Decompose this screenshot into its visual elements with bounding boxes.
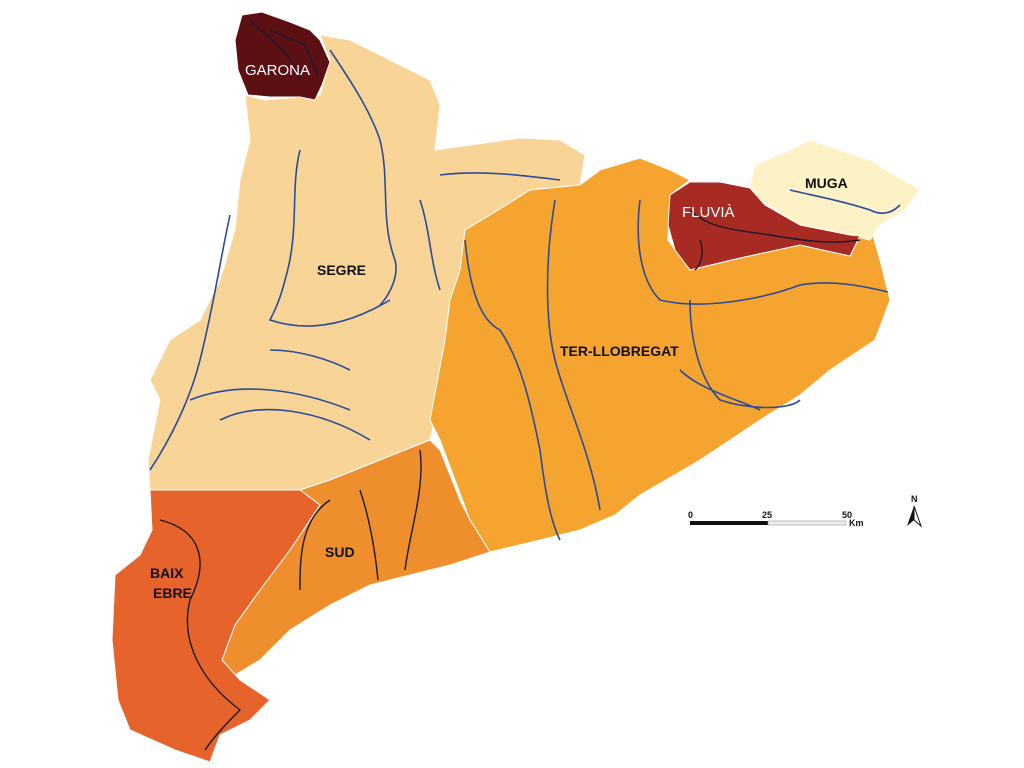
region-muga[interactable]	[749, 139, 921, 241]
scale-unit: Km	[849, 518, 864, 528]
region-baix-ebre[interactable]	[111, 489, 321, 763]
scale-tick-0: 0	[688, 510, 693, 520]
north-label: N	[911, 494, 918, 504]
scale-bar: 0 25 50 Km	[688, 510, 864, 528]
region-garona[interactable]	[234, 11, 331, 101]
scale-bar-empty	[767, 520, 847, 526]
scale-tick-25: 25	[762, 510, 772, 520]
label-muga: MUGA	[805, 175, 848, 191]
label-baix-ebre-line2: EBRE	[153, 585, 192, 601]
label-fluvia: FLUVIÀ	[682, 204, 735, 221]
north-arrow-icon: N	[907, 494, 923, 528]
scale-tick-50: 50	[842, 510, 852, 520]
rivers	[149, 19, 901, 751]
label-baix-ebre-line1: BAIX	[150, 565, 184, 581]
region-fluvia[interactable]	[667, 181, 861, 271]
label-sud: SUD	[325, 544, 355, 560]
label-segre: SEGRE	[317, 262, 366, 278]
label-ter-llobregat: TER-LLOBREGAT	[560, 343, 679, 359]
scale-bar-filled	[690, 521, 768, 525]
label-garona: GARONA	[245, 62, 310, 79]
